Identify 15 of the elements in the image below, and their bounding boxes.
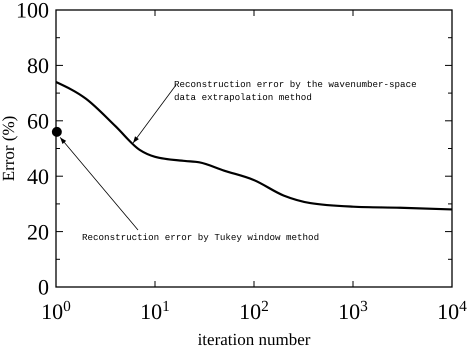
- x-tick-label: 10$^{3}$: [338, 298, 368, 324]
- y-tick-label: 40: [27, 164, 49, 189]
- x-axis-title: iteration number: [198, 330, 311, 349]
- y-tick-label: 100: [16, 0, 49, 23]
- x-tick-label: 10$^{2}$: [239, 298, 269, 324]
- annotation: Reconstruction error by Tukey window method: [82, 232, 320, 243]
- y-tick-label: 80: [27, 53, 49, 78]
- y-tick-label: 0: [38, 274, 49, 300]
- annotation: Reconstruction error by the wavenumber-space data extrapolation method: [174, 79, 417, 103]
- x-tick-label: 10$^{4}$: [437, 298, 468, 324]
- y-tick-label: 20: [27, 219, 49, 244]
- y-axis-title: Error (%): [0, 116, 18, 182]
- x-tick-label: 10$^{0}$: [41, 298, 72, 324]
- x-tick-label: 10$^{1}$: [140, 298, 170, 324]
- y-tick-label: 60: [27, 108, 49, 134]
